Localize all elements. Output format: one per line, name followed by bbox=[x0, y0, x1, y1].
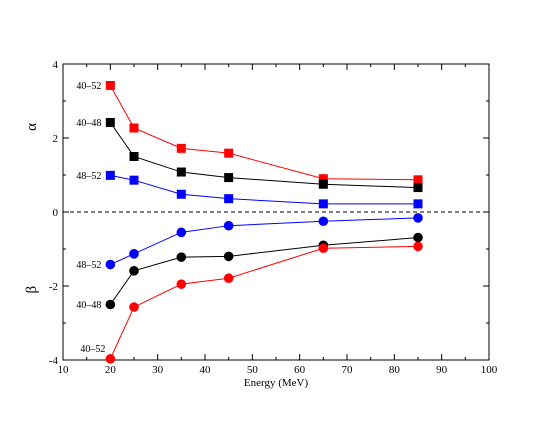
data-point-circle bbox=[318, 243, 329, 254]
x-tick-label: 40 bbox=[200, 364, 212, 376]
series-annotation: 40–52 bbox=[80, 344, 105, 355]
y-tick-label: -2 bbox=[49, 281, 58, 293]
series-alpha-40-52 bbox=[105, 80, 423, 185]
data-point-square bbox=[129, 123, 139, 133]
data-point-circle bbox=[223, 220, 234, 231]
data-point-circle bbox=[105, 299, 116, 310]
data-point-square bbox=[129, 175, 139, 185]
x-tick-label: 10 bbox=[58, 364, 70, 376]
series-line bbox=[109, 237, 419, 305]
data-point-square bbox=[129, 152, 139, 161]
x-tick-label: 90 bbox=[436, 364, 448, 376]
data-point-square bbox=[413, 175, 423, 185]
data-point-square bbox=[176, 189, 186, 199]
alpha-side-label: α bbox=[24, 123, 40, 131]
y-tick-label: 0 bbox=[53, 207, 59, 219]
x-tick-label: 100 bbox=[481, 364, 498, 376]
series-line bbox=[109, 245, 419, 360]
x-axis-label: Energy (MeV) bbox=[244, 377, 309, 389]
series-annotation: 40–52 bbox=[76, 81, 101, 92]
data-point-circle bbox=[413, 213, 423, 223]
y-tick-label: 4 bbox=[53, 59, 59, 71]
data-point-circle bbox=[176, 279, 187, 289]
data-point-circle bbox=[129, 302, 139, 312]
data-point-square bbox=[224, 194, 234, 204]
data-point-circle bbox=[105, 354, 116, 364]
data-point-square bbox=[176, 143, 186, 153]
x-tick-label: 60 bbox=[294, 364, 306, 376]
data-point-circle bbox=[318, 216, 329, 227]
data-point-circle bbox=[223, 273, 234, 284]
data-point-square bbox=[105, 80, 115, 90]
series-line bbox=[109, 122, 419, 189]
x-tick-label: 30 bbox=[152, 364, 164, 376]
series-alpha-40-48 bbox=[105, 117, 423, 193]
series-annotation: 40–48 bbox=[76, 300, 101, 311]
data-point-square bbox=[413, 199, 423, 209]
data-point-square bbox=[224, 148, 234, 158]
series-line bbox=[109, 85, 419, 181]
x-tick-label: 50 bbox=[247, 364, 259, 376]
x-tick-label: 20 bbox=[105, 364, 117, 376]
data-point-circle bbox=[176, 227, 187, 238]
data-point-circle bbox=[413, 241, 423, 252]
beta-side-label: β bbox=[24, 286, 40, 294]
data-point-circle bbox=[129, 249, 139, 259]
series-annotation: 48–52 bbox=[76, 260, 101, 271]
series-beta-40-52 bbox=[105, 241, 423, 364]
y-tick-label: -4 bbox=[49, 355, 59, 367]
data-point-circle bbox=[176, 252, 187, 262]
series-annotation: 40–48 bbox=[76, 118, 101, 129]
data-point-square bbox=[224, 173, 234, 183]
y-tick-label: 2 bbox=[53, 133, 59, 145]
data-point-square bbox=[318, 199, 328, 209]
data-point-square bbox=[318, 174, 328, 184]
data-point-square bbox=[413, 183, 423, 193]
data-point-square bbox=[105, 117, 115, 127]
series-alpha-48-52 bbox=[105, 170, 423, 209]
data-point-circle bbox=[105, 259, 116, 270]
series-annotation: 48–52 bbox=[76, 171, 101, 182]
data-point-circle bbox=[129, 266, 139, 276]
x-tick-label: 80 bbox=[389, 364, 401, 376]
series-beta-48-52 bbox=[105, 213, 423, 270]
data-point-circle bbox=[223, 251, 234, 262]
data-point-square bbox=[105, 170, 115, 180]
data-point-circle bbox=[413, 232, 423, 243]
x-tick-label: 70 bbox=[342, 364, 354, 376]
data-point-square bbox=[176, 167, 186, 177]
plot-area: 10 20 30 40 50 60 70 80 90 100420-2-440–5240–4848… bbox=[49, 59, 498, 376]
data-point-square bbox=[318, 179, 328, 189]
